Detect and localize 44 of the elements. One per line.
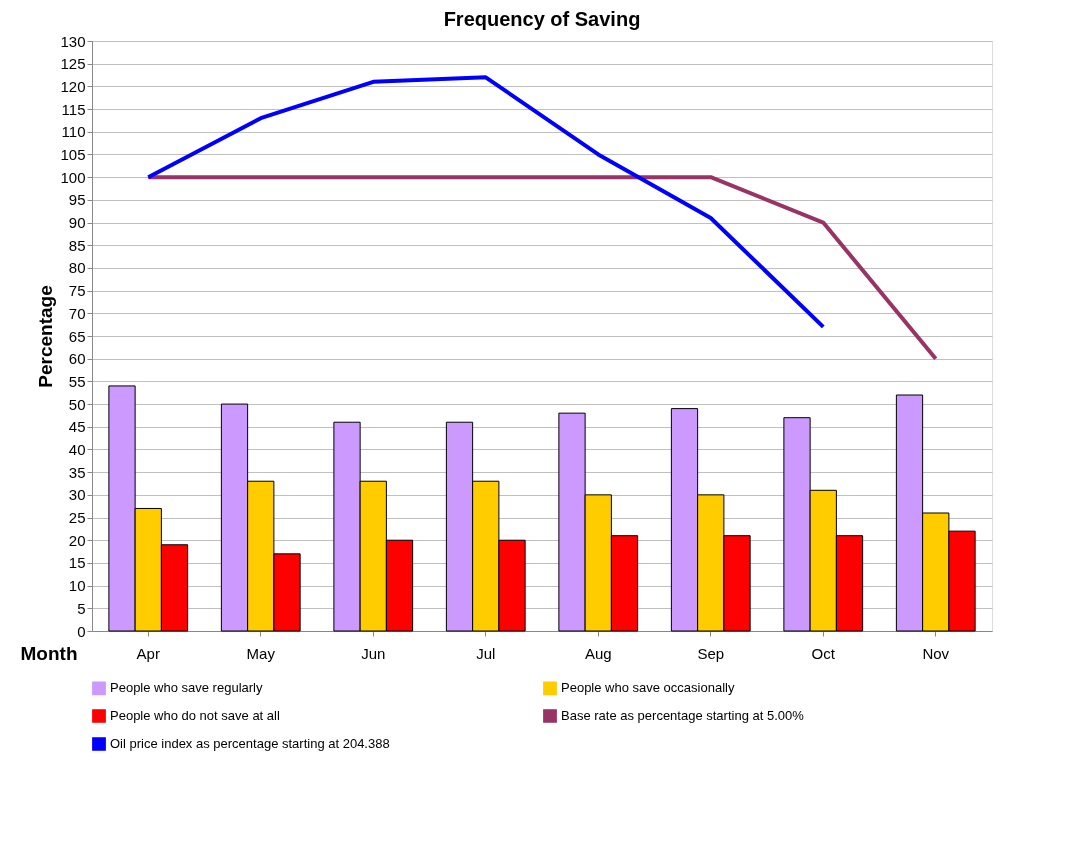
x-tick-label: Jul bbox=[476, 644, 496, 662]
legend-label: People who save regularly bbox=[110, 680, 263, 696]
y-tick-label: 75 bbox=[68, 282, 86, 300]
legend-label: People who save occasionally bbox=[561, 680, 735, 696]
y-tick-label: 55 bbox=[68, 372, 86, 390]
y-tick-label: 5 bbox=[77, 599, 86, 617]
y-tick-label: 50 bbox=[68, 395, 86, 413]
y-tick-label: 0 bbox=[77, 622, 86, 640]
line-series bbox=[146, 75, 826, 329]
x-tick-label: Aug bbox=[584, 644, 612, 662]
x-tick-label: May bbox=[246, 644, 276, 662]
y-tick-label: 45 bbox=[68, 418, 86, 436]
y-tick-label: 70 bbox=[68, 304, 86, 322]
chart-title: Frequency of Saving bbox=[443, 8, 641, 30]
x-tick-label: Nov bbox=[922, 644, 950, 662]
y-tick-label: 100 bbox=[60, 168, 86, 186]
y-tick-label: 80 bbox=[68, 259, 86, 277]
x-tick-label: Apr bbox=[136, 644, 160, 662]
y-tick-label: 20 bbox=[68, 531, 86, 549]
legend-label: Base rate as percentage starting at 5.00% bbox=[561, 708, 805, 723]
y-tick-label: 125 bbox=[60, 55, 86, 73]
y-tick-label: 105 bbox=[60, 145, 86, 163]
x-tick-label: Jun bbox=[361, 644, 386, 662]
y-axis-title: Percentage bbox=[35, 285, 57, 388]
x-tick-label: Sep bbox=[697, 644, 725, 662]
y-tick-label: 85 bbox=[68, 236, 86, 254]
y-tick-label: 15 bbox=[68, 554, 86, 572]
y-tick-label: 115 bbox=[61, 100, 86, 118]
y-tick-label: 95 bbox=[68, 191, 86, 209]
y-tick-label: 25 bbox=[68, 509, 86, 527]
y-tick-label: 40 bbox=[68, 440, 86, 458]
y-tick-label: 10 bbox=[68, 577, 86, 595]
y-tick-label: 130 bbox=[60, 32, 86, 50]
legend-label: People who do not save at all bbox=[110, 708, 280, 723]
y-tick-label: 65 bbox=[68, 327, 86, 345]
y-tick-label: 110 bbox=[61, 123, 86, 141]
x-axis-title: Month bbox=[20, 642, 78, 664]
legend-label: Oil price index as percentage starting at 204.388 bbox=[110, 736, 390, 751]
y-tick-label: 35 bbox=[68, 463, 86, 481]
y-tick-label: 90 bbox=[68, 214, 86, 232]
y-tick-label: 60 bbox=[68, 350, 86, 368]
y-tick-label: 120 bbox=[60, 77, 86, 95]
x-tick-label: Oct bbox=[811, 644, 836, 662]
y-tick-label: 30 bbox=[68, 486, 86, 504]
